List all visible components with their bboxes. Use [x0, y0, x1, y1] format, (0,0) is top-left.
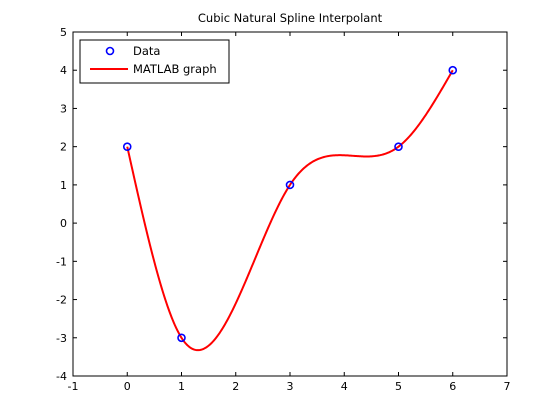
x-tick-label: 3 — [287, 380, 294, 393]
y-tick-label: 1 — [60, 179, 67, 192]
data-point — [394, 142, 403, 151]
legend-marker-data — [105, 46, 115, 56]
plot-area — [72, 31, 508, 377]
y-tick-label: 3 — [60, 102, 67, 115]
y-tick-label: -4 — [56, 370, 67, 383]
x-tick-label: 2 — [232, 380, 239, 393]
x-tick-label: 1 — [178, 380, 185, 393]
y-tick-label: -2 — [56, 294, 67, 307]
axis-ticks: -1 0 1 2 3 4 5 6 7 -4 -3 -2 -1 0 1 2 3 4 5 — [56, 26, 510, 393]
x-tick-label: 4 — [341, 380, 348, 393]
legend-label-matlab: MATLAB graph — [133, 62, 217, 76]
x-tick-label: 6 — [449, 380, 456, 393]
legend: Data MATLAB graph — [79, 39, 230, 84]
series-line-matlab-graph — [126, 69, 454, 352]
y-tick-label: 0 — [60, 217, 67, 230]
data-point — [122, 142, 132, 151]
y-tick-label: 4 — [60, 64, 67, 77]
data-point — [177, 333, 186, 343]
y-tick-label: -1 — [56, 255, 67, 268]
x-tick-label: 0 — [124, 380, 131, 393]
legend-label-data: Data — [133, 44, 160, 58]
x-tick-label: 7 — [504, 380, 511, 393]
data-point — [448, 65, 458, 75]
y-tick-label: 2 — [60, 141, 67, 154]
legend-box — [79, 39, 230, 84]
x-tick-label: 5 — [395, 380, 402, 393]
y-tick-label: -3 — [56, 332, 67, 345]
series-layer — [122, 65, 458, 352]
chart-title: Cubic Natural Spline Interpolant — [198, 11, 383, 25]
data-point — [285, 180, 295, 190]
y-tick-label: 5 — [60, 26, 67, 39]
x-tick-label: -1 — [68, 380, 79, 393]
